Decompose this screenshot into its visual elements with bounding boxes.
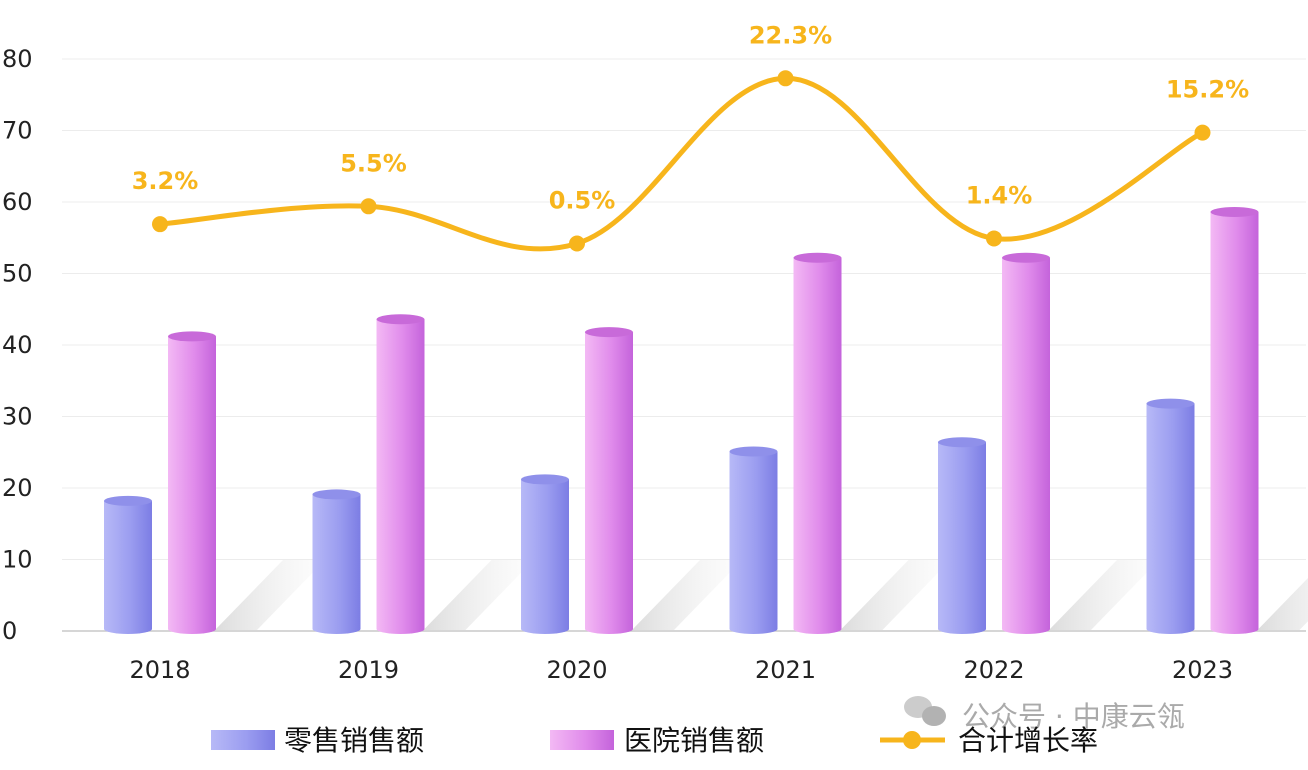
hospital-bar-body [168, 336, 216, 634]
growth-rate-point [569, 235, 585, 252]
hospital-bar-top [585, 327, 633, 338]
hospital-bar [793, 252, 842, 634]
x-tick-label: 2021 [755, 656, 816, 684]
y-tick-label: 30 [2, 403, 33, 431]
bar-shadow [1049, 560, 1159, 630]
y-tick-label: 10 [2, 546, 33, 574]
growth-rate-point [360, 198, 377, 215]
retail-bar-body [312, 494, 361, 634]
bar-shadow [215, 560, 325, 630]
hospital-bar-top [793, 252, 842, 263]
retail-bar [521, 474, 569, 634]
legend-swatch-hospital [550, 730, 614, 750]
retail-bar [729, 446, 778, 634]
y-tick-label: 40 [2, 331, 33, 359]
grid-layer [62, 58, 1306, 632]
legend-marker-rate [903, 731, 921, 749]
growth-rate-label: 3.2% [132, 167, 199, 195]
growth-rate-point [777, 70, 794, 87]
hospital-bar-top [1210, 207, 1259, 218]
retail-bar-top [938, 437, 986, 448]
retail-bar-top [312, 489, 361, 500]
y-tick-label: 50 [2, 260, 33, 288]
hospital-bar-body [1210, 212, 1259, 634]
retail-bar-top [104, 495, 152, 506]
y-tick-label: 70 [2, 117, 33, 145]
retail-bar-body [104, 500, 152, 634]
hospital-bar-body [585, 332, 633, 634]
watermark-text: 公众号 · 中康云瓴 [962, 700, 1185, 733]
x-tick-label: 2018 [129, 656, 190, 684]
shadow-layer [215, 560, 1308, 630]
legend-label-rate: 合计增长率 [958, 724, 1098, 757]
wechat-bubble-small [922, 706, 946, 726]
hospital-bar-top [376, 314, 425, 325]
legend-label-hospital: 医院销售额 [624, 724, 764, 757]
growth-rate-label: 5.5% [340, 149, 407, 177]
growth-rate-label: 0.5% [549, 186, 616, 214]
hospital-bar [1210, 207, 1259, 634]
growth-rate-label: 15.2% [1166, 76, 1249, 104]
growth-rate-label: 1.4% [966, 181, 1033, 209]
y-tick-label: 20 [2, 474, 33, 502]
bar-shadow [632, 560, 742, 630]
hospital-bar [168, 331, 216, 634]
growth-rate-label: 22.3% [749, 21, 832, 49]
bar-shadow [423, 560, 534, 630]
hospital-bar-top [1002, 252, 1050, 263]
retail-bar-top [729, 446, 778, 457]
wechat-icon [904, 696, 946, 726]
legend-swatch-retail [211, 730, 275, 750]
line-layer [152, 70, 1211, 252]
growth-rate-point [986, 230, 1002, 247]
legend-label-retail: 零售销售额 [284, 724, 424, 757]
y-tick-label: 80 [2, 45, 33, 73]
retail-bar-body [938, 442, 986, 634]
retail-bar-body [521, 479, 569, 634]
bar-shadow [1257, 578, 1308, 630]
y-tick-label: 0 [2, 617, 17, 645]
retail-bar-body [729, 451, 778, 634]
legend: 零售销售额 医院销售额 合计增长率 [211, 724, 1098, 757]
hospital-bar-body [376, 319, 425, 634]
growth-rate-point [1194, 124, 1211, 141]
text-layer: 0 10 20 30 40 50 60 70 80 3.2% 5.5% 0.5% 22.3% 1.4% 15… [2, 21, 1249, 733]
retail-bar-top [1146, 398, 1195, 409]
retail-bar-body [1146, 403, 1195, 634]
hospital-bar-body [793, 257, 842, 634]
x-tick-label: 2023 [1172, 656, 1233, 684]
hospital-bar [1002, 252, 1050, 634]
hospital-bar [376, 314, 425, 634]
retail-bar-top [521, 474, 569, 485]
x-tick-label: 2022 [963, 656, 1024, 684]
growth-rate-point [152, 216, 168, 233]
retail-bar [1146, 398, 1195, 634]
hospital-bar-top [168, 331, 216, 342]
hospital-bar-body [1002, 257, 1050, 634]
retail-bar [312, 489, 361, 634]
bar-layer [104, 207, 1259, 634]
x-tick-label: 2019 [338, 656, 399, 684]
retail-bar [938, 437, 986, 634]
retail-bar [104, 495, 152, 634]
x-tick-label: 2020 [546, 656, 607, 684]
growth-rate-line [157, 75, 1205, 252]
bar-shadow [840, 560, 951, 630]
hospital-bar [585, 327, 633, 634]
y-tick-label: 60 [2, 188, 33, 216]
